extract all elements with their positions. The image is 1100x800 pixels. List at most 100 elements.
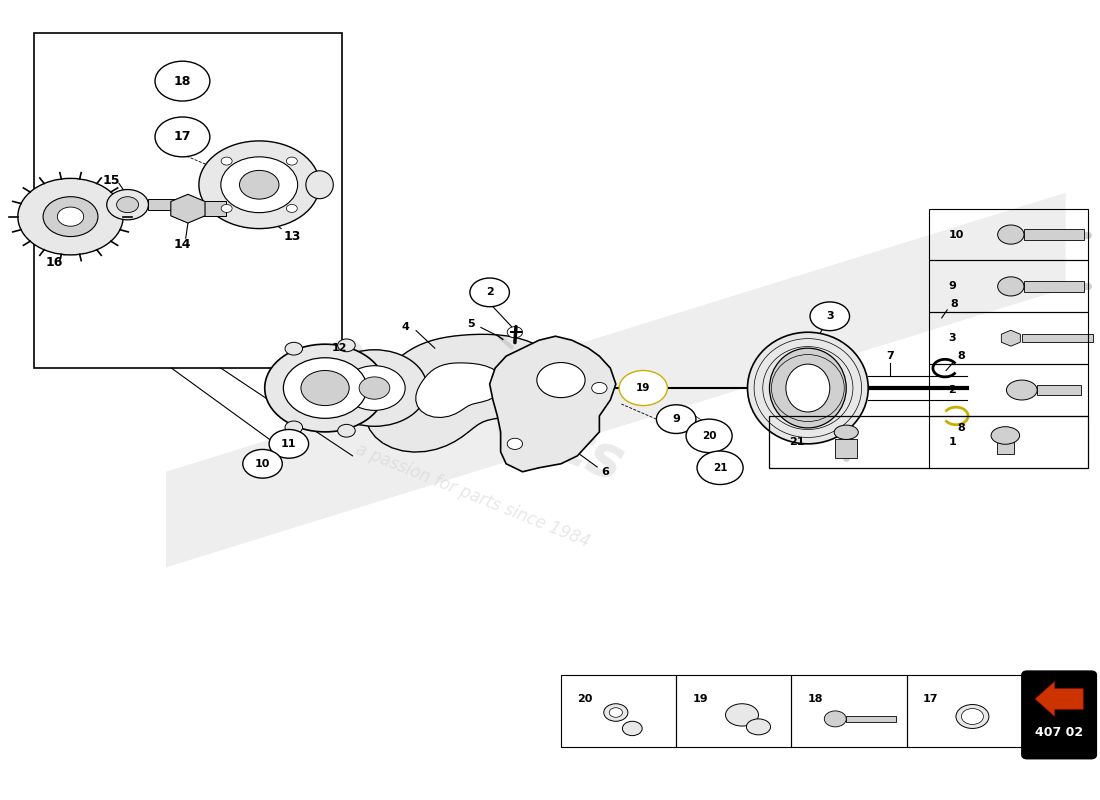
Circle shape bbox=[221, 205, 232, 213]
Circle shape bbox=[322, 350, 427, 426]
Bar bbox=[997, 442, 1014, 454]
Circle shape bbox=[507, 438, 522, 450]
Circle shape bbox=[265, 344, 385, 432]
Circle shape bbox=[285, 421, 303, 434]
Bar bbox=[1037, 386, 1081, 395]
Text: 18: 18 bbox=[174, 74, 191, 88]
Text: 3: 3 bbox=[948, 334, 956, 343]
Bar bbox=[1024, 229, 1085, 240]
Polygon shape bbox=[1035, 682, 1084, 717]
FancyBboxPatch shape bbox=[1022, 671, 1097, 758]
Circle shape bbox=[810, 302, 849, 330]
Text: 16: 16 bbox=[45, 256, 63, 270]
Bar bbox=[1022, 334, 1093, 342]
Polygon shape bbox=[1001, 330, 1021, 346]
Text: 19: 19 bbox=[636, 383, 650, 393]
Text: 17: 17 bbox=[923, 694, 938, 704]
Text: 7: 7 bbox=[887, 351, 894, 361]
Ellipse shape bbox=[956, 705, 989, 729]
Polygon shape bbox=[490, 336, 616, 472]
Bar bbox=[769, 416, 1088, 468]
Text: 407 02: 407 02 bbox=[1035, 726, 1084, 739]
Text: 5: 5 bbox=[468, 319, 475, 330]
Ellipse shape bbox=[834, 425, 858, 439]
Ellipse shape bbox=[107, 190, 148, 220]
Text: 2: 2 bbox=[486, 287, 494, 298]
Circle shape bbox=[155, 61, 210, 101]
Circle shape bbox=[240, 170, 279, 199]
Circle shape bbox=[998, 225, 1024, 244]
Text: 20: 20 bbox=[578, 694, 593, 704]
Ellipse shape bbox=[604, 704, 628, 722]
Ellipse shape bbox=[747, 719, 770, 735]
Ellipse shape bbox=[769, 348, 846, 428]
Circle shape bbox=[221, 157, 232, 165]
Ellipse shape bbox=[785, 364, 829, 412]
Text: 21: 21 bbox=[713, 462, 727, 473]
Circle shape bbox=[117, 197, 139, 213]
Bar bbox=[561, 675, 676, 746]
Circle shape bbox=[286, 157, 297, 165]
Circle shape bbox=[686, 419, 733, 453]
Circle shape bbox=[592, 382, 607, 394]
Bar bbox=[34, 34, 341, 368]
Bar bbox=[791, 675, 906, 746]
Circle shape bbox=[343, 366, 405, 410]
Text: 11: 11 bbox=[282, 439, 297, 449]
Ellipse shape bbox=[991, 426, 1020, 444]
Bar bbox=[928, 209, 1088, 261]
Text: 9: 9 bbox=[672, 414, 680, 424]
Text: 18: 18 bbox=[807, 694, 823, 704]
Text: 4: 4 bbox=[402, 322, 409, 332]
Text: 10: 10 bbox=[948, 230, 964, 239]
Bar bbox=[928, 364, 1088, 416]
Text: 14: 14 bbox=[174, 238, 191, 251]
Circle shape bbox=[18, 178, 123, 255]
Text: euroParts: euroParts bbox=[315, 322, 632, 494]
Text: 20: 20 bbox=[702, 431, 716, 441]
Text: 12: 12 bbox=[331, 343, 348, 353]
Circle shape bbox=[286, 205, 297, 213]
Ellipse shape bbox=[623, 722, 642, 736]
Polygon shape bbox=[166, 193, 1066, 567]
Circle shape bbox=[961, 709, 983, 725]
Circle shape bbox=[338, 339, 355, 352]
Circle shape bbox=[657, 405, 696, 434]
Circle shape bbox=[284, 358, 366, 418]
Text: 8: 8 bbox=[950, 299, 958, 310]
Ellipse shape bbox=[748, 332, 868, 444]
Circle shape bbox=[619, 370, 668, 406]
Bar bbox=[1024, 281, 1085, 292]
Ellipse shape bbox=[306, 170, 333, 198]
Text: 19: 19 bbox=[693, 694, 708, 704]
Text: 1: 1 bbox=[948, 437, 956, 447]
Polygon shape bbox=[416, 363, 504, 418]
Text: 8: 8 bbox=[958, 423, 966, 433]
Circle shape bbox=[270, 430, 309, 458]
Text: 9: 9 bbox=[948, 282, 956, 291]
Circle shape bbox=[507, 326, 522, 338]
Circle shape bbox=[43, 197, 98, 237]
Circle shape bbox=[537, 362, 585, 398]
Bar bbox=[928, 261, 1088, 312]
Circle shape bbox=[57, 207, 84, 226]
Circle shape bbox=[470, 278, 509, 306]
Bar bbox=[676, 675, 791, 746]
Text: 3: 3 bbox=[826, 311, 834, 322]
Bar bbox=[846, 716, 895, 722]
Circle shape bbox=[199, 141, 320, 229]
Circle shape bbox=[301, 370, 349, 406]
Bar bbox=[835, 439, 857, 458]
Circle shape bbox=[338, 424, 355, 437]
Circle shape bbox=[697, 451, 744, 485]
Text: a passion for parts since 1984: a passion for parts since 1984 bbox=[353, 440, 593, 551]
Circle shape bbox=[221, 157, 298, 213]
Text: 17: 17 bbox=[174, 130, 191, 143]
Bar bbox=[906, 675, 1022, 746]
Bar bbox=[928, 312, 1088, 364]
Polygon shape bbox=[170, 194, 205, 223]
Text: 8: 8 bbox=[958, 351, 966, 361]
Circle shape bbox=[609, 708, 623, 718]
Circle shape bbox=[998, 277, 1024, 296]
Text: 15: 15 bbox=[102, 174, 120, 187]
